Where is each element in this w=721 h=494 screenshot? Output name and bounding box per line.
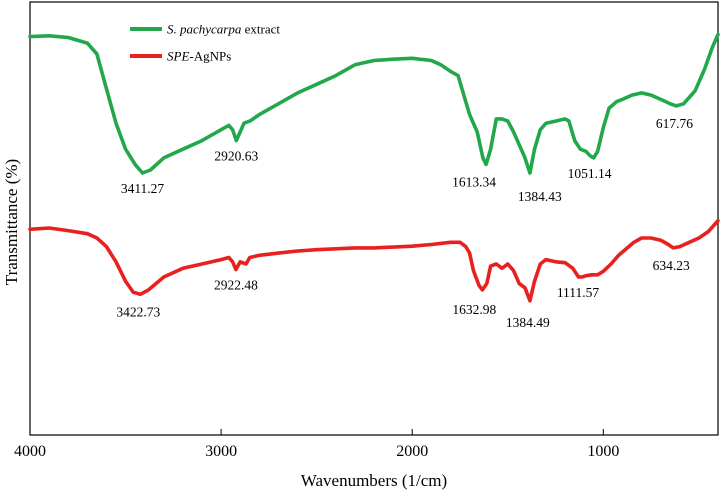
peak-label: 1384.43 bbox=[518, 189, 562, 204]
x-axis: 4000 3000 2000 1000 bbox=[14, 429, 619, 460]
x-tick-label: 2000 bbox=[396, 443, 428, 460]
y-axis-label: Transmittance (%) bbox=[2, 159, 21, 285]
peak-label: 634.23 bbox=[653, 258, 690, 273]
peak-label: 1613.34 bbox=[452, 174, 496, 189]
peak-label: 1632.98 bbox=[452, 302, 496, 317]
x-axis-label: Wavenumbers (1/cm) bbox=[301, 471, 447, 490]
peak-label: 617.76 bbox=[656, 116, 693, 131]
peak-label: 3422.73 bbox=[116, 304, 160, 319]
legend-label-italic: SPE bbox=[167, 49, 189, 64]
peak-labels: 3411.27 2920.63 1613.34 1384.43 1051.14 617.7… bbox=[116, 116, 693, 330]
x-tick-label: 3000 bbox=[205, 443, 237, 460]
legend-label: S. pachycarpa extract bbox=[167, 22, 280, 37]
legend: S. pachycarpa extract SPE-AgNPs bbox=[130, 22, 280, 64]
peak-label: 3411.27 bbox=[121, 181, 165, 196]
peak-label: 2922.48 bbox=[214, 278, 258, 293]
plot-frame bbox=[29, 1, 719, 436]
legend-label-italic: S. pachycarpa bbox=[167, 22, 242, 37]
legend-label-rest: extract bbox=[241, 22, 280, 37]
series-line-1 bbox=[28, 218, 720, 303]
peak-label: 2920.63 bbox=[214, 149, 258, 164]
legend-label: SPE-AgNPs bbox=[167, 49, 231, 64]
peak-label: 1111.57 bbox=[557, 285, 600, 300]
legend-label-rest: -AgNPs bbox=[189, 49, 231, 64]
x-tick-label: 1000 bbox=[587, 443, 619, 460]
series-layer bbox=[28, 32, 720, 303]
x-tick-label: 4000 bbox=[14, 443, 46, 460]
peak-label: 1384.49 bbox=[506, 315, 550, 330]
series-line-0 bbox=[28, 32, 720, 175]
peak-label: 1051.14 bbox=[568, 166, 612, 181]
